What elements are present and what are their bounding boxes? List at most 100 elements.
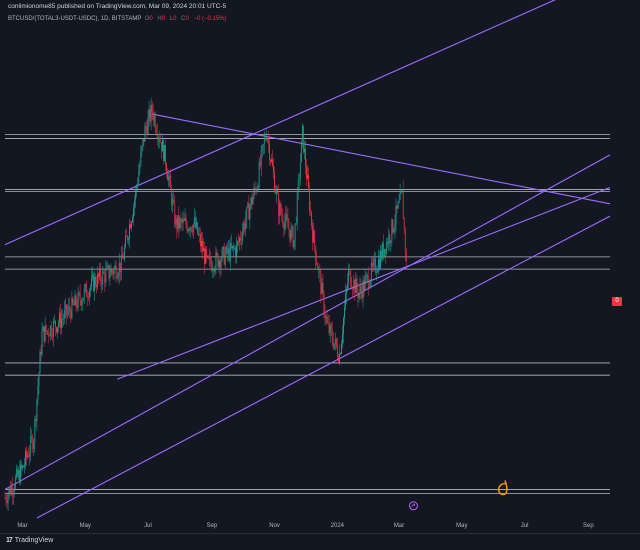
candle [290,222,292,243]
candle-body [388,234,390,245]
symbol-name[interactable]: BTCUSD/(TOTAL3-USDT-USDC), 1D, BITSTAMP [8,16,142,22]
candle-body [376,272,377,273]
candle [36,398,38,432]
candle [301,123,303,149]
candle-body [306,166,307,179]
footer-bar: 17 TradingView [0,533,640,550]
candle-body [318,268,320,271]
candle-body [271,159,272,162]
x-axis: Mar May Jul Sep Nov 2024 Mar May Jul Sep [17,523,594,529]
candle-body [330,325,332,331]
candle [46,330,48,336]
candle [49,324,51,341]
candle-body [365,275,367,278]
candle [102,265,104,291]
candle-body [104,273,106,283]
candle-body [350,269,352,286]
candle [7,491,9,511]
candle [189,226,191,239]
candle-body [328,323,330,334]
candle-body [211,263,213,271]
ohlc-open-label: O [144,16,150,22]
candle [239,235,240,251]
candle-body [284,221,286,229]
candle [338,344,340,366]
candle-body [80,300,82,306]
candle-body [270,159,271,162]
candle [348,263,350,291]
price-chart[interactable]: Mar May Jul Sep Nov 2024 Mar May Jul Sep [0,0,640,533]
candle [56,326,57,335]
candle-body [130,224,131,229]
candle-body [299,162,301,180]
candle-body [312,225,314,243]
x-tick-label: Nov [269,523,280,529]
candle [8,486,10,500]
candle-body [293,240,295,248]
candle-body [110,268,112,276]
candle-body [55,320,56,328]
candle-body [307,174,308,179]
candle-body [165,145,166,165]
candle [115,260,117,284]
symbol-legend[interactable]: BTCUSD/(TOTAL3-USDT-USDC), 1D, BITSTAMP … [8,16,227,22]
candle-body [6,501,8,503]
candle [324,304,326,325]
candle [347,273,349,292]
candle [384,248,386,259]
candle [332,331,334,351]
candle-body [320,273,322,295]
candle [207,255,209,259]
candle-body [145,125,147,128]
candle [342,325,343,349]
candle-body [395,205,397,224]
candle [352,286,354,298]
candle [273,157,274,180]
candle-body [273,166,274,173]
candle [271,154,272,164]
candle [210,251,212,271]
candle [233,242,234,258]
candle [92,266,93,282]
candle-body [58,323,59,327]
candle [294,223,296,250]
candle [345,283,346,311]
candle [304,140,305,160]
candle [274,166,275,194]
candle-body [247,203,249,208]
candle-body [364,277,366,291]
candle [264,133,266,142]
candle [399,184,401,201]
candle-body [251,197,253,205]
candle [157,135,159,149]
candle [173,190,175,204]
candle-body [89,286,91,291]
candle-body [356,278,358,290]
candle [188,226,190,237]
candle [220,256,222,275]
candle [68,298,70,317]
candle [86,289,88,307]
candle-body [317,264,319,271]
candle [307,165,308,180]
candle-body [4,497,6,499]
candle [156,123,158,146]
candle [148,101,150,128]
candle [129,218,130,249]
candle [259,154,261,170]
candle-body [229,243,231,262]
candle-body [387,241,389,245]
candle [28,447,30,458]
candle [197,221,198,236]
candle [359,276,361,301]
candle [183,213,185,221]
tradingview-logo[interactable]: 17 TradingView [6,537,53,544]
candle [69,297,71,319]
candle-body [174,201,176,225]
candle [27,450,29,460]
candle [227,239,229,261]
candle-body [304,148,305,153]
candlesticks [4,97,407,511]
candle-body [274,172,275,192]
candle-body [202,241,203,252]
